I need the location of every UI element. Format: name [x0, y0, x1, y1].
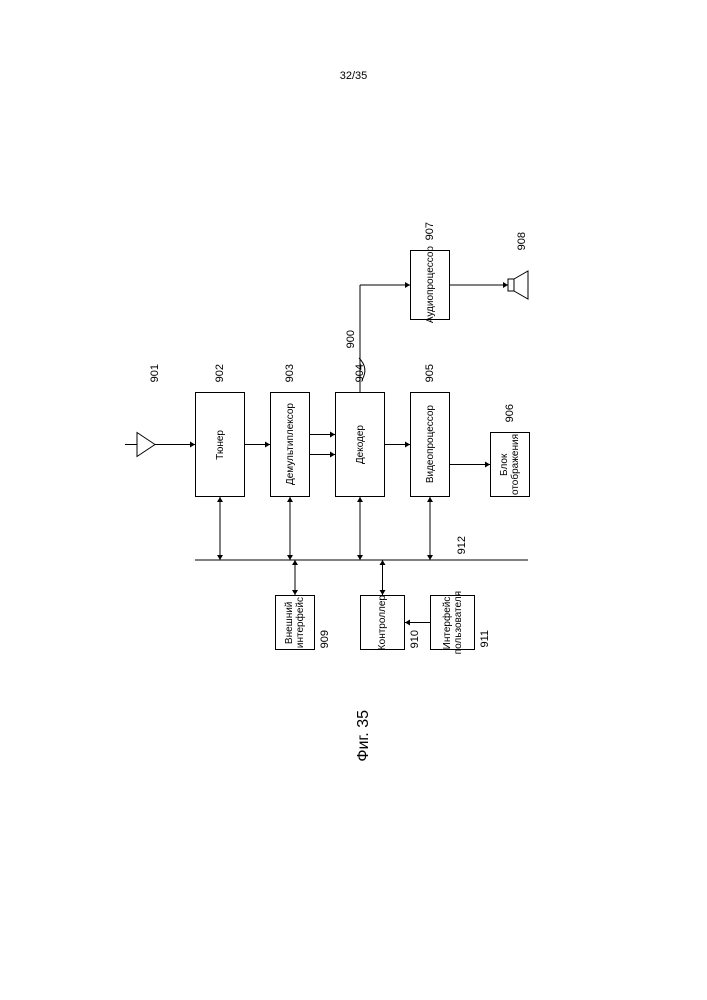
block-user-interface: Интерфейс пользователя	[430, 595, 475, 650]
block-tuner: Тюнер	[195, 392, 245, 497]
block-audio-processor: Аудиопроцессор	[410, 250, 450, 320]
block-audio-label: Аудиопроцессор	[425, 246, 436, 323]
block-demux-label: Демультиплексор	[285, 403, 296, 485]
block-decoder-label: Декодер	[355, 425, 366, 464]
block-video-processor: Видеопроцессор	[410, 392, 450, 497]
ref-bus: 912	[456, 536, 468, 554]
block-tuner-label: Тюнер	[215, 430, 226, 460]
block-userif-label: Интерфейс пользователя	[442, 591, 464, 654]
ref-audio: 907	[424, 222, 436, 240]
page-number: 32/35	[0, 70, 707, 82]
block-controller: Контроллер	[360, 595, 405, 650]
ref-antenna: 901	[149, 364, 161, 382]
block-video-label: Видеопроцессор	[425, 405, 436, 483]
ref-system: 900	[345, 330, 357, 348]
block-external-interface: Внешний интерфейс	[275, 595, 315, 650]
block-ctrl-label: Контроллер	[377, 595, 388, 650]
block-decoder: Декодер	[335, 392, 385, 497]
ref-decoder: 904	[354, 364, 366, 382]
block-display-label: Блок отображения	[499, 434, 521, 495]
ref-ctrl: 910	[409, 630, 421, 648]
block-display-unit: Блок отображения	[490, 432, 530, 497]
wiring-svg	[0, 0, 707, 1000]
block-extif-label: Внешний интерфейс	[284, 597, 306, 648]
figure-caption: Фиг. 35	[355, 710, 373, 762]
ref-tuner: 902	[214, 364, 226, 382]
ref-userif: 911	[479, 630, 491, 648]
block-demultiplexer: Демультиплексор	[270, 392, 310, 497]
ref-speaker: 908	[516, 232, 528, 250]
ref-extif: 909	[319, 630, 331, 648]
ref-display: 906	[504, 404, 516, 422]
diagram-canvas: 32/35 Тюнер Демультиплексор Декодер Виде…	[0, 0, 707, 1000]
ref-video: 905	[424, 364, 436, 382]
ref-demux: 903	[284, 364, 296, 382]
